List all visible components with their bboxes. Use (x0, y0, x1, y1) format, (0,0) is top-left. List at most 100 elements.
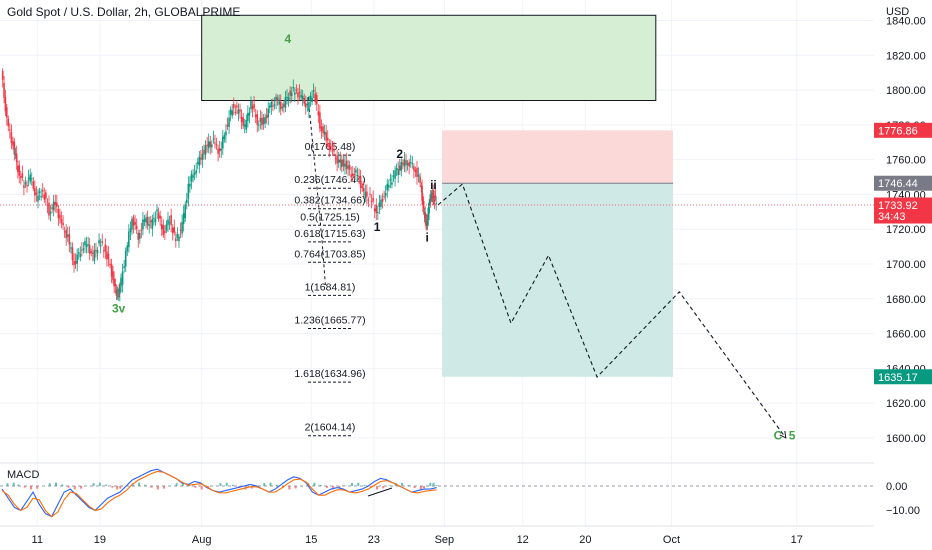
candle-body (48, 202, 50, 216)
candle-body (361, 185, 363, 189)
candle-body (132, 217, 135, 226)
time-tick-label: 15 (305, 534, 317, 546)
candle-body (356, 175, 359, 177)
candle-body (240, 116, 243, 122)
candle-body (348, 165, 351, 170)
candle-body (222, 136, 224, 149)
candle-body (88, 244, 91, 254)
candle-body (181, 221, 183, 234)
price-tick-label: 1820.00 (886, 50, 926, 62)
candle-body (364, 191, 367, 199)
time-tick-label: 20 (579, 534, 591, 546)
macd-histogram-bar (338, 486, 341, 489)
candle-body (217, 148, 219, 154)
candle-body (38, 191, 41, 193)
candle-body (417, 174, 420, 177)
candle-body (264, 117, 266, 124)
price-grid (0, 0, 874, 526)
candle-body (384, 193, 387, 196)
candle-body (328, 142, 331, 150)
candle-body (400, 161, 403, 171)
time-tick-label: 11 (32, 534, 43, 546)
candle-body (134, 222, 136, 225)
candle-body (139, 233, 141, 239)
macd-tick-label: −10.00 (886, 505, 920, 517)
time-axis[interactable]: 11 19 Aug 15 23 Sep 12 20 Oct 17 (0, 525, 874, 546)
macd-histogram-bar (407, 484, 410, 486)
candle-body (119, 286, 121, 294)
candle-body (164, 230, 166, 234)
candle-body (167, 219, 169, 225)
candle-body (398, 165, 401, 171)
macd-histogram-bar (231, 484, 234, 486)
candle-body (76, 254, 78, 264)
candle-body (278, 101, 280, 105)
macd-histogram-bar (401, 482, 404, 486)
candle-body (359, 176, 362, 188)
candle-body (121, 271, 124, 285)
macd-histogram-bar (332, 486, 335, 490)
candle-body (29, 174, 31, 182)
candle-body (145, 217, 147, 223)
candle-body (323, 131, 326, 135)
projection-arrowhead (779, 430, 787, 439)
candle-body (367, 199, 370, 201)
candle-body (337, 159, 340, 163)
candle-body (27, 177, 30, 180)
candle-body (60, 219, 63, 223)
price-tick-label: 1760.00 (886, 155, 926, 167)
candle-body (131, 218, 133, 230)
candle-body (272, 105, 274, 107)
candle-body (209, 141, 212, 147)
fib-label: 0.236(1746.44) (294, 174, 365, 186)
candle-body (5, 107, 8, 118)
candle-body (347, 165, 349, 169)
price-tag-bg (874, 175, 932, 191)
candle-body (49, 212, 52, 214)
candle-body (165, 224, 168, 231)
fib-label: 0.5(1725.15) (300, 211, 360, 223)
candle-body (391, 182, 393, 185)
macd-histogram-bar (156, 486, 159, 490)
candle-body (413, 166, 415, 171)
candle-body (336, 155, 338, 164)
macd-histogram-bar (194, 486, 197, 488)
candle-body (129, 228, 132, 233)
candle-body (314, 93, 316, 103)
price-axis[interactable]: 1840.001820.001800.001780.001760.001740.… (874, 16, 932, 445)
candle-body (377, 212, 379, 214)
candle-body (9, 129, 11, 131)
wave-label-5: 5 (789, 429, 796, 443)
candle-body (82, 248, 85, 250)
candle-body (45, 192, 47, 199)
candle-body (146, 216, 149, 226)
candle-body (402, 162, 404, 165)
candle-body (433, 190, 435, 198)
candle-body (126, 245, 129, 252)
price-candles (0, 68, 874, 302)
candle-body (281, 107, 284, 109)
price-tag: 1776.86 (874, 122, 932, 138)
candle-body (84, 241, 86, 246)
candle-body (416, 167, 418, 177)
candle-body (383, 196, 385, 198)
macd-histogram-bar (388, 485, 391, 486)
candle-body (261, 117, 263, 126)
macd-histogram-bar (426, 485, 429, 486)
macd-histogram-bar (138, 482, 141, 486)
macd-histogram-bar (17, 484, 20, 486)
macd-histogram-bar (275, 484, 278, 486)
candle-body (87, 244, 89, 246)
price-tag-bg (874, 197, 932, 224)
price-tag-value: 1733.92 (878, 200, 918, 212)
price-tag: 1635.17 (874, 369, 932, 385)
candle-body (250, 101, 252, 109)
candle-body (79, 253, 82, 258)
candle-body (381, 198, 384, 202)
wave-label-C: C (774, 429, 783, 443)
macd-histogram-bar (432, 482, 435, 486)
candle-body (378, 202, 381, 207)
candle-body (344, 163, 346, 167)
